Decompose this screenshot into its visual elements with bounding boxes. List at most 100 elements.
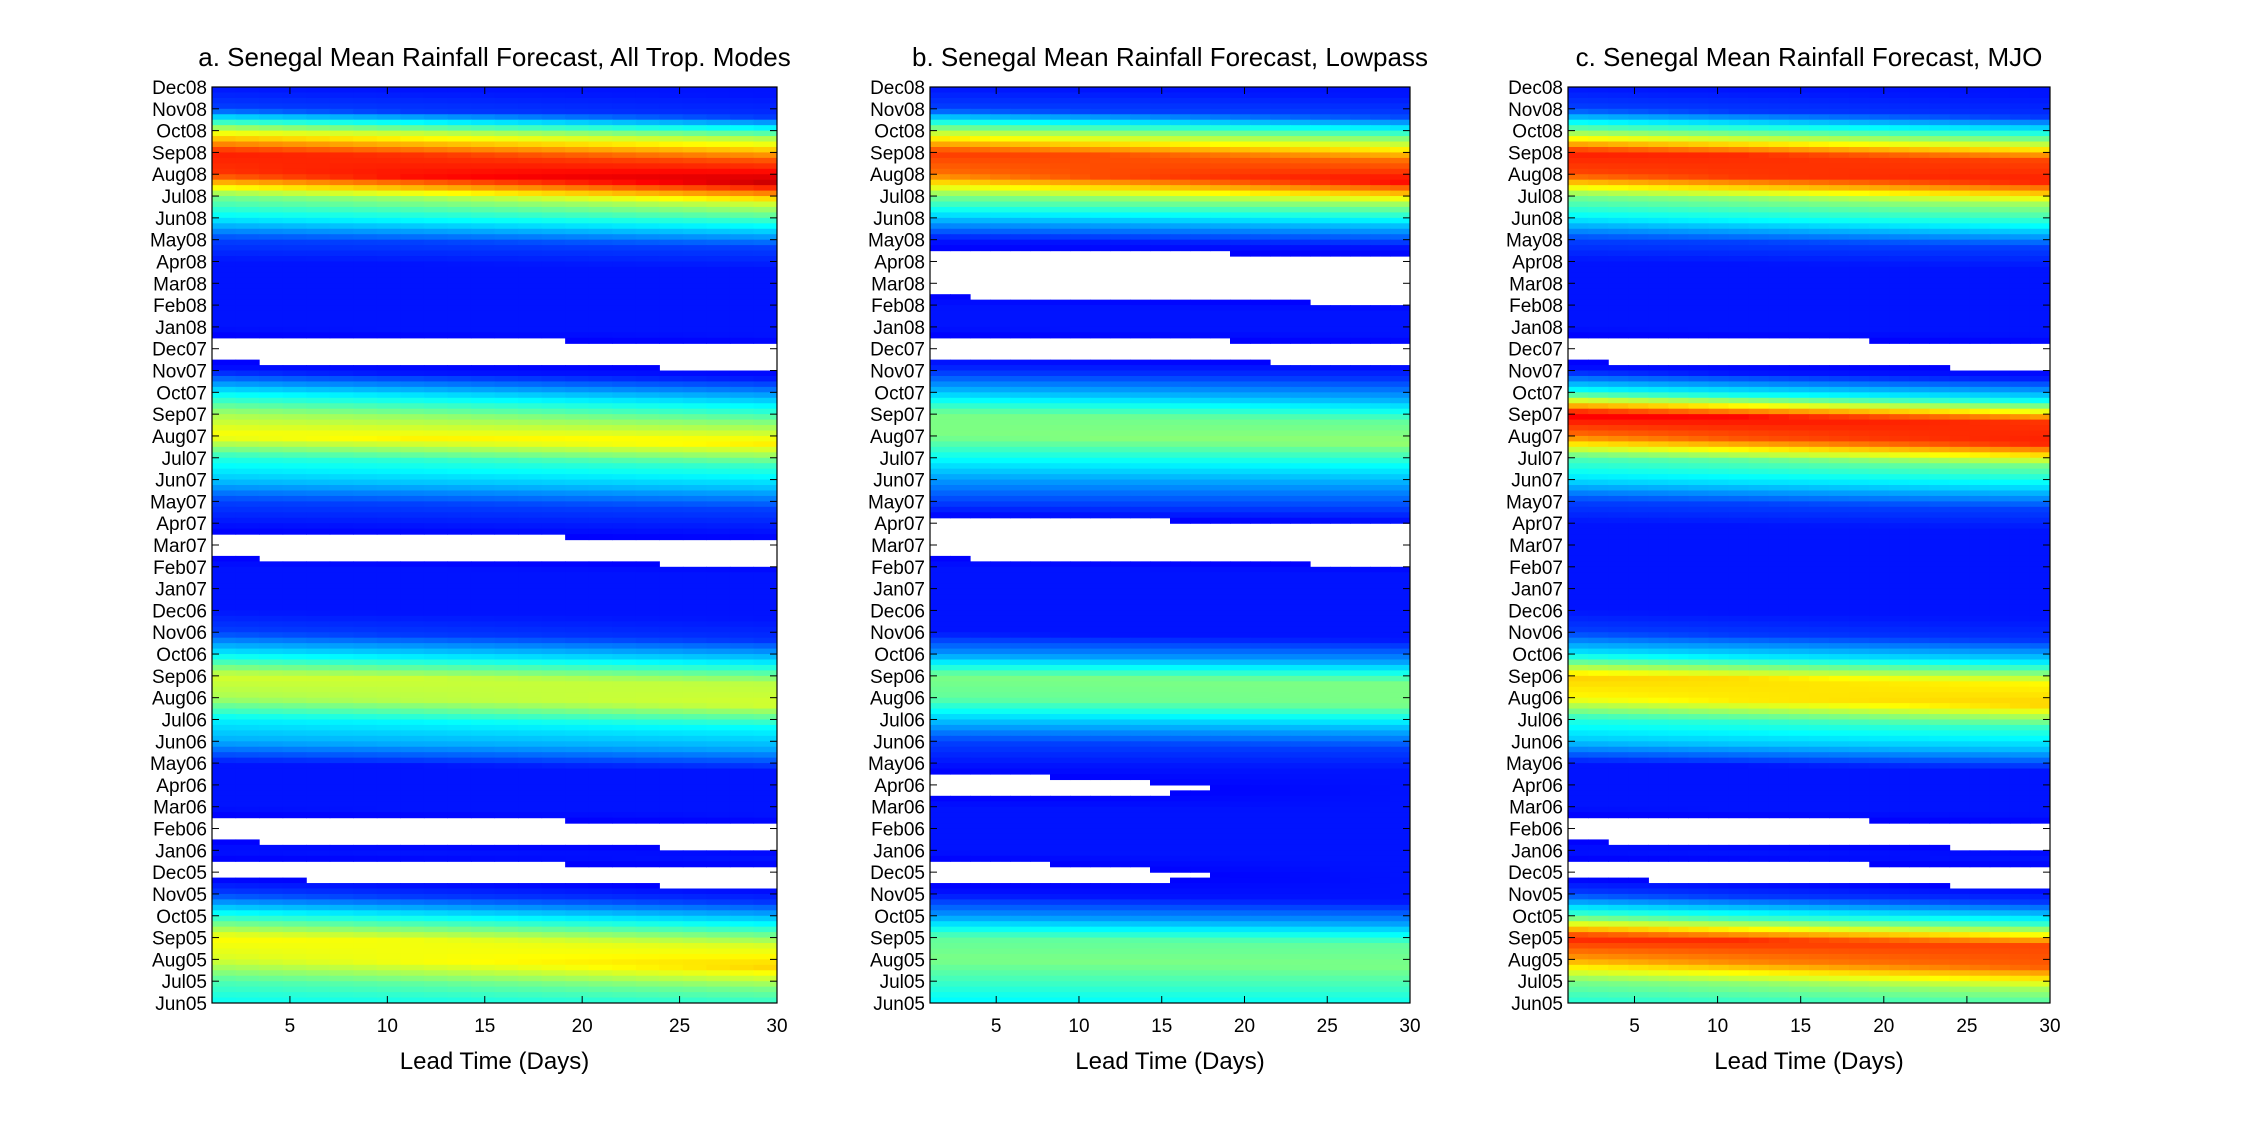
heatmap-cell: [1230, 321, 1251, 328]
heatmap-cell: [950, 419, 971, 426]
heatmap-cell: [353, 686, 378, 693]
heatmap-cell: [950, 196, 971, 203]
heatmap-cell: [376, 414, 401, 421]
heatmap-cell: [970, 196, 991, 203]
heatmap-cell: [376, 795, 401, 802]
heatmap-cell: [306, 763, 331, 770]
heatmap-cell: [518, 425, 543, 432]
heatmap-cell: [329, 637, 354, 644]
heatmap-cell: [753, 381, 777, 388]
heatmap-cell: [950, 157, 971, 164]
heatmap-cell: [1070, 321, 1091, 328]
heatmap-cell: [494, 152, 519, 159]
heatmap-cell: [659, 136, 684, 143]
heatmap-cell: [1330, 174, 1351, 181]
heatmap-cell: [494, 272, 519, 279]
heatmap-cell: [282, 741, 307, 748]
heatmap-cell: [376, 697, 401, 704]
heatmap-cell: [494, 626, 519, 633]
heatmap-cell: [306, 910, 331, 917]
heatmap-cell: [282, 932, 307, 939]
heatmap-cell: [259, 686, 284, 693]
heatmap-cell: [1250, 250, 1271, 257]
heatmap-cell: [659, 430, 684, 437]
heatmap-cell: [353, 594, 378, 601]
heatmap-cell: [470, 217, 496, 224]
heatmap-cell: [659, 506, 684, 513]
heatmap-cell: [753, 185, 777, 192]
heatmap-cell: [447, 599, 472, 606]
heatmap-cell: [1290, 212, 1311, 219]
heatmap-cell: [423, 506, 449, 513]
heatmap-cell: [353, 959, 378, 966]
heatmap-cell: [1010, 239, 1031, 246]
heatmap-cell: [400, 724, 425, 731]
heatmap-cell: [1250, 87, 1271, 94]
heatmap-cell: [329, 136, 354, 143]
heatmap-cell: [565, 103, 590, 110]
heatmap-cell: [306, 125, 331, 132]
heatmap-cell: [612, 168, 637, 175]
heatmap-cell: [306, 953, 331, 960]
heatmap-cell: [612, 174, 637, 181]
heatmap-cell: [950, 223, 971, 230]
heatmap-cell: [682, 714, 707, 721]
heatmap-cell: [682, 196, 707, 203]
heatmap-cell: [612, 643, 637, 650]
heatmap-cell: [447, 261, 472, 268]
heatmap-cell: [306, 790, 331, 797]
heatmap-cell: [447, 245, 472, 252]
heatmap-cell: [729, 817, 755, 824]
heatmap-cell: [400, 844, 425, 851]
heatmap-cell: [212, 626, 237, 633]
heatmap-cell: [753, 959, 777, 966]
heatmap-cell: [400, 332, 425, 339]
heatmap-cell: [1190, 196, 1211, 203]
heatmap-cell: [970, 316, 991, 323]
heatmap-cell: [635, 986, 660, 993]
heatmap-cell: [494, 932, 519, 939]
heatmap-cell: [659, 719, 684, 726]
heatmap-cell: [541, 375, 566, 383]
heatmap-cell: [565, 305, 590, 312]
heatmap-cell: [494, 675, 519, 682]
heatmap-cell: [282, 157, 307, 164]
heatmap-cell: [1030, 234, 1051, 241]
heatmap-cell: [423, 97, 449, 104]
heatmap-cell: [376, 136, 401, 143]
heatmap-cell: [353, 763, 378, 770]
heatmap-cell: [259, 114, 284, 121]
heatmap-cell: [659, 790, 684, 797]
heatmap-cell: [565, 190, 590, 197]
heatmap-cell: [423, 250, 449, 257]
heatmap-cell: [259, 283, 284, 290]
heatmap-cell: [353, 615, 378, 622]
heatmap-cell: [1390, 321, 1410, 328]
heatmap-cell: [353, 697, 378, 704]
heatmap-cell: [353, 228, 378, 235]
heatmap-cell: [470, 185, 496, 192]
heatmap-cell: [518, 234, 543, 241]
heatmap-cell: [282, 92, 307, 99]
heatmap-cell: [212, 943, 237, 950]
heatmap-cell: [729, 397, 755, 404]
heatmap-cell: [518, 92, 543, 99]
heatmap-cell: [588, 179, 613, 186]
heatmap-cell: [447, 806, 472, 813]
heatmap-cell: [1290, 365, 1311, 372]
heatmap-cell: [659, 637, 684, 644]
heatmap-cell: [1330, 408, 1351, 415]
heatmap-cell: [518, 479, 543, 486]
heatmap-cell: [235, 839, 260, 846]
heatmap-cell: [1290, 223, 1311, 230]
heatmap-cell: [1130, 397, 1151, 404]
heatmap-cell: [612, 937, 637, 944]
heatmap-cell: [970, 239, 991, 246]
heatmap-cell: [376, 190, 401, 197]
heatmap-cell: [1270, 337, 1291, 344]
heatmap-cell: [1350, 125, 1371, 132]
heatmap-cell: [376, 212, 401, 219]
heatmap-cell: [1350, 430, 1371, 437]
heatmap-cell: [930, 157, 951, 164]
heatmap-cell: [1210, 425, 1231, 432]
